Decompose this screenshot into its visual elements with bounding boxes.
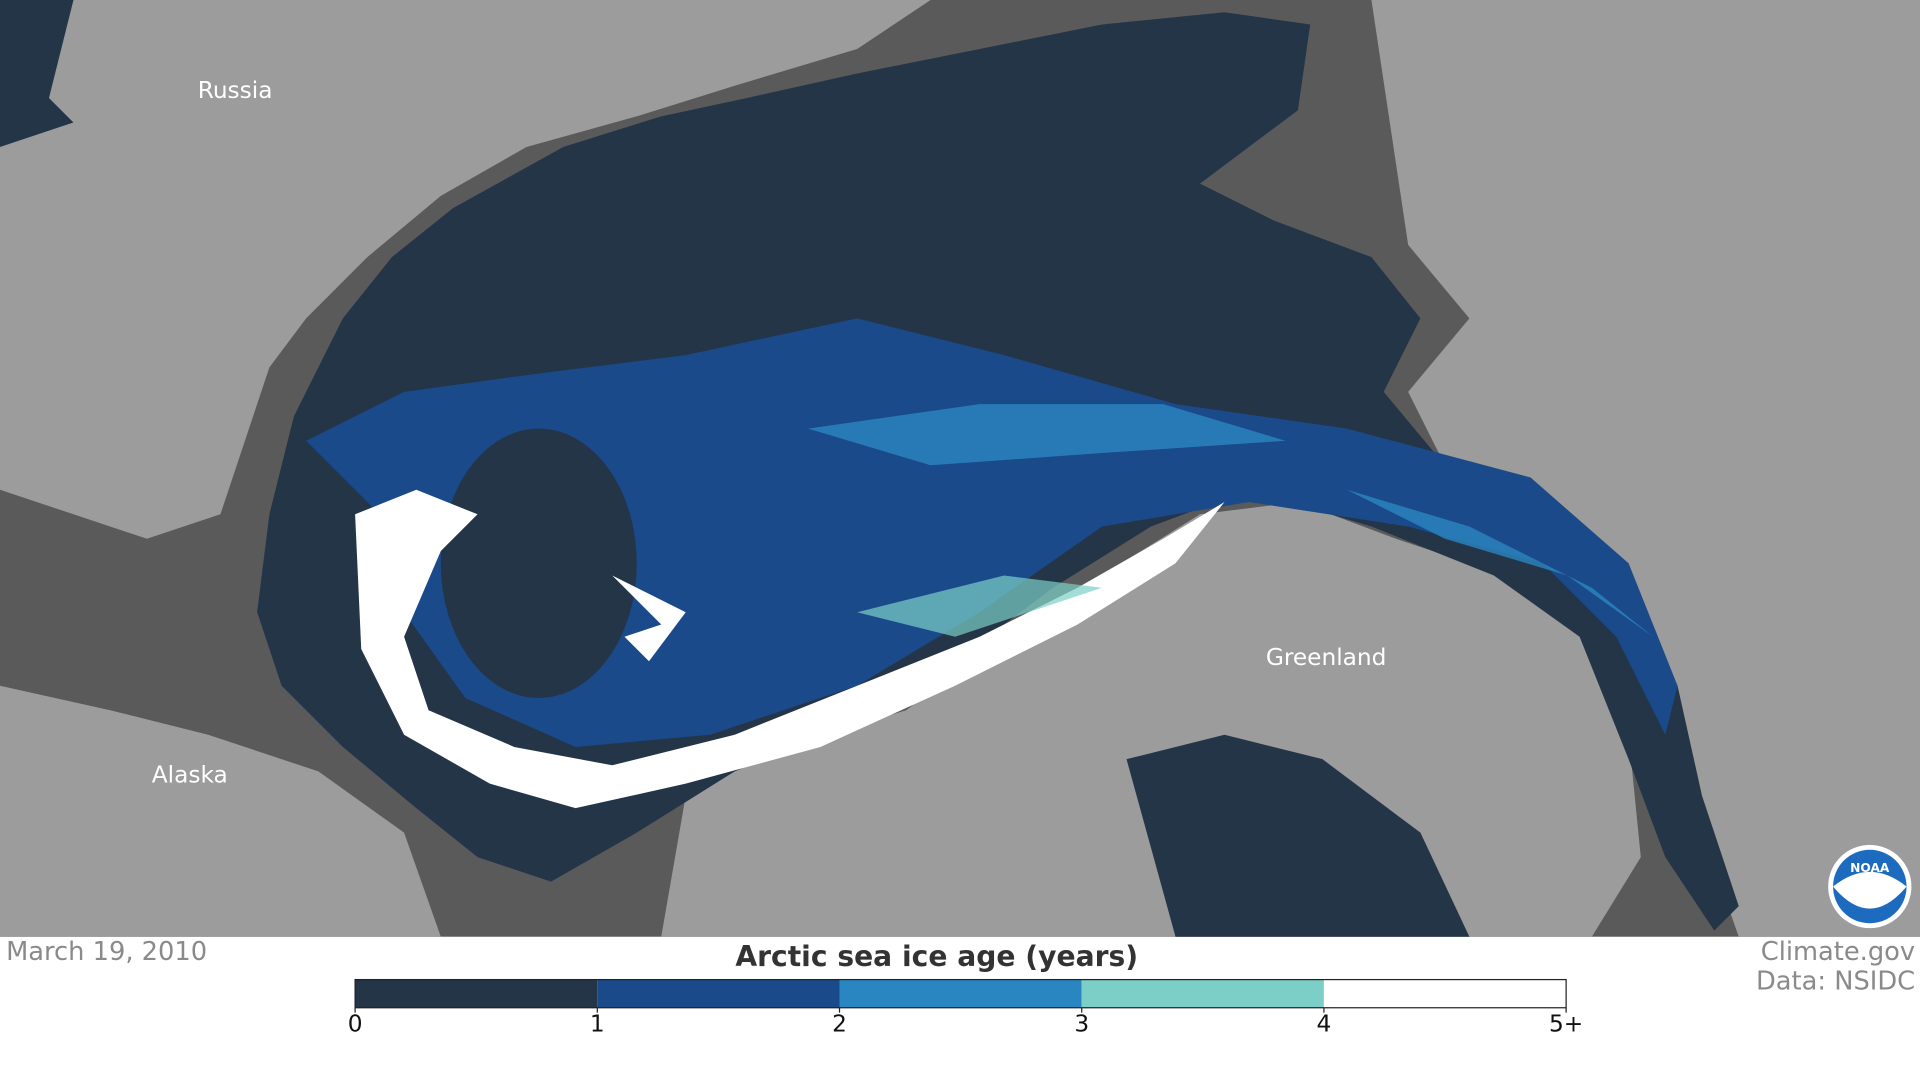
colorbar-segment <box>1081 979 1324 1008</box>
colorbar-segment <box>355 979 598 1008</box>
place-label: Alaska <box>152 761 228 788</box>
tick-label: 2 <box>832 1010 847 1037</box>
tick-label: 0 <box>348 1010 363 1037</box>
tick-label: 1 <box>590 1010 605 1037</box>
colorbar-segment <box>1323 979 1567 1008</box>
colorbar-segment <box>597 979 840 1008</box>
colorbar: 0 1 2 3 4 5+ <box>348 978 1583 1037</box>
map: NOAA Russia Alaska Greenland <box>0 0 1920 937</box>
colorbar-frame <box>354 978 1567 1009</box>
tick-label: 3 <box>1074 1010 1089 1037</box>
tick-label: 5+ <box>1549 1010 1583 1037</box>
tick-label: 4 <box>1317 1010 1332 1037</box>
place-label: Greenland <box>1266 644 1387 671</box>
logo-text: NOAA <box>1850 861 1890 875</box>
legend-title: Arctic sea ice age (years) <box>735 940 1138 973</box>
place-label: Russia <box>198 77 273 104</box>
source: Data: NSIDC <box>1756 966 1915 996</box>
date: March 19, 2010 <box>6 937 207 967</box>
credit: Climate.gov <box>1761 937 1915 967</box>
colorbar-segment <box>839 979 1082 1008</box>
